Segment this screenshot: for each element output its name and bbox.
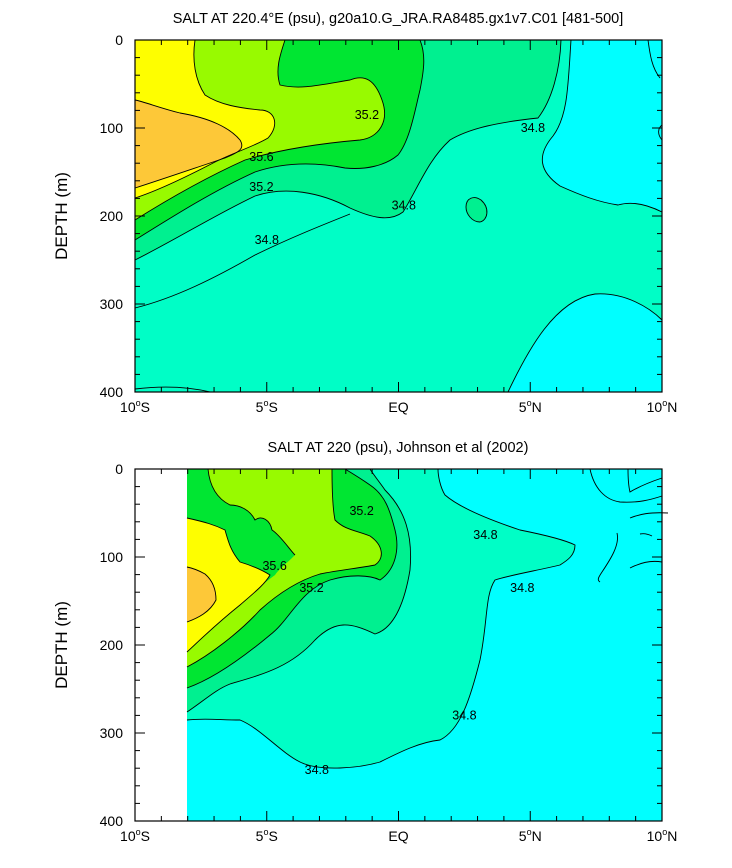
- panel2-contour-labels: 35.2 35.6 35.2 34.8 34.8 34.8 34.8: [262, 504, 534, 777]
- panel2-ytick-label: 400: [100, 813, 124, 829]
- panel2-isoline: [186, 468, 398, 689]
- panel2-ytick-label: 200: [100, 637, 124, 653]
- panel1-ytick-label: 300: [100, 296, 124, 312]
- panel2-contour-fills: [135, 469, 662, 821]
- panel1-isoline: [507, 293, 663, 393]
- panel1-contour-label: 35.6: [249, 150, 273, 164]
- panel1-isoline: [465, 197, 488, 223]
- panel2-isoline: [627, 468, 663, 493]
- panel2-isoline: [186, 566, 217, 623]
- panel-model: SALT AT 220.4°E (psu), g20a10.G_JRA.RA84…: [52, 11, 677, 415]
- panel1-isoline: [134, 39, 562, 261]
- panel2-ytick-label: 300: [100, 725, 124, 741]
- panel2-isoline: [186, 468, 576, 769]
- panel1-xtick-label: 10oS: [120, 398, 150, 415]
- panel1-contour-label: 34.8: [521, 121, 545, 135]
- panel2-xtick-label: 10oN: [647, 827, 678, 844]
- panel2-contour-lines: [186, 468, 669, 769]
- panel1-contour-labels: 35.6 35.2 34.8 35.2 34.8 34.8: [249, 108, 545, 247]
- panel1-contour-label: 34.8: [255, 233, 279, 247]
- panel1-ytick-label: 0: [115, 32, 123, 48]
- panel1-contour-label: 35.2: [355, 108, 379, 122]
- panel1-contour-label: 34.8: [392, 198, 416, 212]
- panel2-contour-label: 35.2: [299, 581, 323, 595]
- panel1-axes: 10oS 5oS EQ 5oN 10oN 0 100 200 300 400 DEPTH (m): [52, 32, 677, 415]
- panel2-ylabel: DEPTH (m): [52, 601, 71, 689]
- panel1-ylabel: DEPTH (m): [52, 172, 71, 260]
- panel1-fill-fresh-north: [542, 40, 662, 212]
- panel1-ytick-label: 400: [100, 384, 124, 400]
- panel2-contour-label: 35.6: [262, 559, 286, 573]
- panel2-xtick-label: 5oS: [256, 827, 278, 844]
- panel2-isoline: [629, 560, 663, 569]
- panel1-fill-fresh-deep: [508, 293, 662, 392]
- panel1-fill-358: [135, 100, 242, 188]
- panel2-xtick-label: EQ: [388, 828, 408, 844]
- panel-observations: SALT AT 220 (psu), Johnson et al (2002): [52, 440, 677, 844]
- panel1-ytick-label: 200: [100, 208, 124, 224]
- panel2-isoline: [186, 468, 412, 713]
- panel1-title: SALT AT 220.4°E (psu), g20a10.G_JRA.RA84…: [173, 11, 623, 27]
- panel1-ytick-label: 100: [100, 120, 124, 136]
- panel1-xtick-label: 5oS: [256, 398, 278, 415]
- panel2-fill-fresh: [628, 469, 662, 492]
- panel2-isoline: [186, 517, 271, 653]
- panel1-isoline: [541, 39, 663, 213]
- panel1-isoline: [134, 386, 211, 393]
- panel2-contour-label: 34.8: [305, 763, 329, 777]
- panel2-ytick-label: 100: [100, 549, 124, 565]
- panel1-xtick-label: 5oN: [519, 398, 542, 415]
- panel1-fill-eddy: [466, 197, 487, 222]
- panel2-axes: 10oS 5oS EQ 5oN 10oN 0 100 200 300 400 DEPTH (m): [52, 461, 677, 844]
- panel1-contour-lines: [134, 39, 663, 393]
- panel2-isoline: [597, 532, 618, 583]
- panel2-title: SALT AT 220 (psu), Johnson et al (2002): [268, 440, 529, 456]
- panel2-fill-354: [187, 469, 382, 667]
- panel2-ytick-label: 0: [115, 461, 123, 477]
- panel1-xtick-label: EQ: [388, 399, 408, 415]
- panel1-isoline: [134, 213, 351, 309]
- panel2-xtick-label: 5oN: [519, 827, 542, 844]
- panel2-fill-356: [187, 518, 270, 652]
- panel2-isoline: [629, 512, 669, 519]
- panel2-fill-358: [187, 567, 216, 622]
- panel1-isoline: [134, 39, 425, 241]
- panel1-isoline: [134, 39, 385, 221]
- panel1-isoline: [658, 124, 663, 141]
- panel2-isoline: [589, 468, 663, 503]
- panel1-isoline: [134, 39, 276, 199]
- panel2-isoline: [207, 468, 296, 556]
- panel1-xtick-label: 10oN: [647, 398, 678, 415]
- panel2-contour-label: 34.8: [452, 708, 476, 722]
- panel2-isoline: [639, 533, 653, 537]
- panel2-contour-label: 34.8: [473, 528, 497, 542]
- panel1-contour-label: 35.2: [249, 180, 273, 194]
- panel2-xtick-label: 10oS: [120, 827, 150, 844]
- panel2-contour-label: 35.2: [349, 504, 373, 518]
- panel2-contour-label: 34.8: [510, 581, 534, 595]
- panel1-isoline: [134, 99, 243, 189]
- panel2-isoline: [186, 468, 382, 668]
- panel1-contour-fills: [135, 40, 662, 392]
